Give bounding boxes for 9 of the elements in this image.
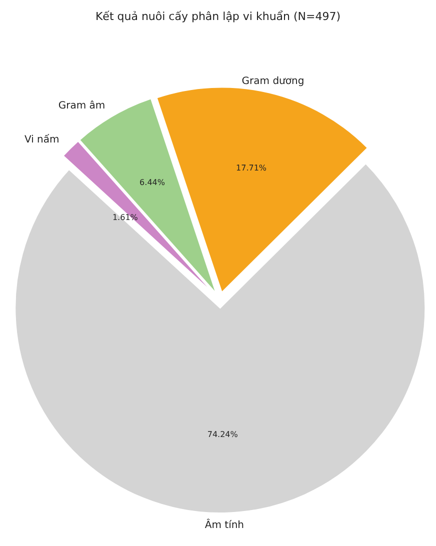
slice-label: Gram âm xyxy=(58,100,106,112)
data-label: 6.44% xyxy=(140,178,166,188)
chart-title: Kết quả nuôi cấy phân lập vi khuẩn (N=497) xyxy=(95,10,341,23)
slice-label: Vi nấm xyxy=(24,134,60,146)
slice-label: Gram dương xyxy=(242,76,304,88)
slice-label: Âm tính xyxy=(204,518,244,531)
data-label: 1.61% xyxy=(112,212,138,222)
data-label: 17.71% xyxy=(236,164,267,173)
data-label: 74.24% xyxy=(207,430,238,440)
